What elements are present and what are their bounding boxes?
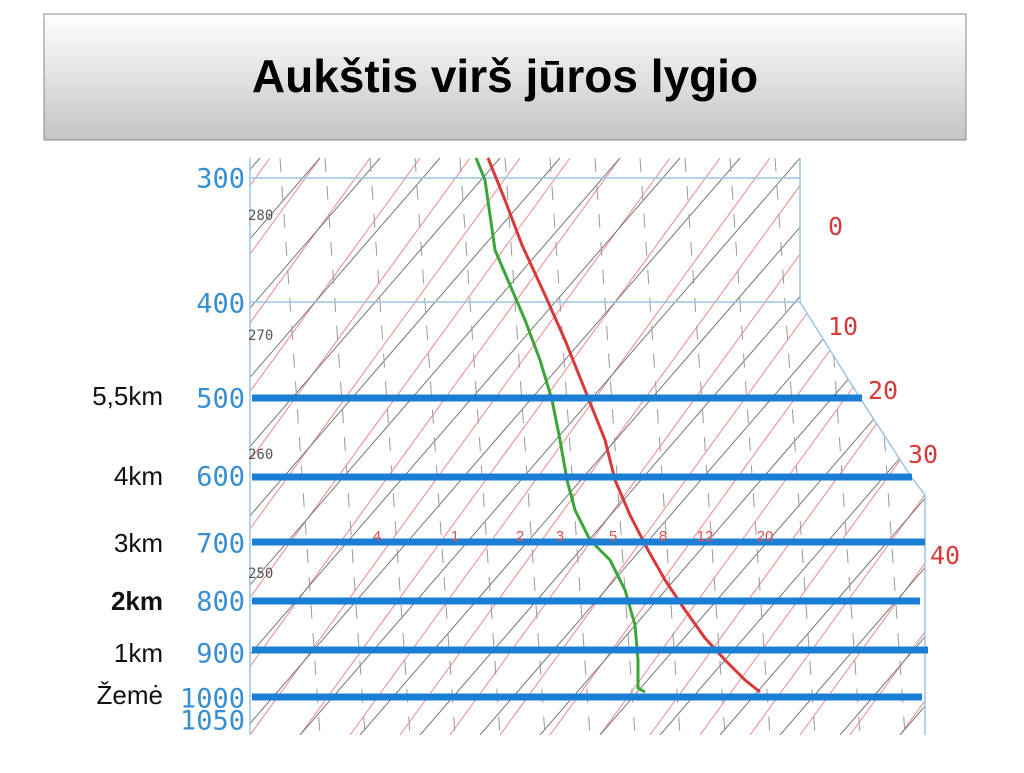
isotherm xyxy=(0,158,70,735)
moist-adiabat xyxy=(549,158,591,735)
temperature-label: 40 xyxy=(930,541,960,570)
title: Aukštis virš jūros lygio xyxy=(252,50,758,102)
mixing-ratio-label: 2 xyxy=(516,528,524,545)
isotherm xyxy=(250,158,421,735)
isotherm xyxy=(299,158,721,735)
theta-label: 260 xyxy=(248,447,273,463)
theta-label: 250 xyxy=(248,566,273,582)
dry-adiabat xyxy=(299,158,801,735)
pressure-label: 700 xyxy=(196,529,245,560)
height-label: 3km xyxy=(114,528,163,558)
moist-adiabat xyxy=(774,158,816,735)
moist-adiabat xyxy=(955,158,995,735)
isotherm xyxy=(849,158,925,735)
dry-adiabat xyxy=(719,158,925,735)
mixing-ratio-label: 8 xyxy=(659,528,667,545)
title-box xyxy=(43,13,967,141)
moist-adiabat xyxy=(324,158,366,735)
height-lines xyxy=(252,394,928,701)
temperature-label: 30 xyxy=(908,440,938,469)
isotherm xyxy=(250,158,621,735)
dry-adiabat xyxy=(359,158,861,735)
isotherm xyxy=(250,158,671,735)
moist-adiabat xyxy=(414,158,456,735)
dry-adiabat xyxy=(779,158,925,735)
dry-adiabat xyxy=(960,158,1024,735)
height-label: Žemė xyxy=(97,680,163,710)
isotherm xyxy=(250,158,371,735)
dry-adiabat xyxy=(839,158,925,735)
isotherm xyxy=(950,158,1024,735)
height-label: 1km xyxy=(114,638,163,668)
height-label: 4km xyxy=(114,461,163,491)
isotherm xyxy=(749,158,925,735)
isotherm xyxy=(250,158,571,735)
moist-adiabat xyxy=(639,158,681,735)
dry-adiabat xyxy=(250,158,501,735)
dewpoint-curve xyxy=(474,157,646,694)
dry-adiabat xyxy=(1020,158,1024,735)
dry-adiabat xyxy=(599,158,925,735)
temperature-label: 0 xyxy=(828,212,843,241)
mixing-ratio-label: 12 xyxy=(697,528,714,545)
pressure-label: 800 xyxy=(196,587,245,618)
isotherm xyxy=(799,158,925,735)
moist-adiabat xyxy=(504,158,546,735)
dry-adiabat xyxy=(539,158,925,735)
moist-adiabat xyxy=(279,158,321,735)
moist-adiabat xyxy=(594,158,636,735)
temperature-curve xyxy=(486,157,761,694)
mixing-ratio-label: 20 xyxy=(757,528,774,545)
temperature-label: 10 xyxy=(828,312,858,341)
height-label: 5,5km xyxy=(92,381,163,411)
pressure-label: 400 xyxy=(196,289,245,320)
temperature-label: 20 xyxy=(868,376,898,405)
mixing-ratio-label: 1 xyxy=(451,528,459,545)
dry-adiabat xyxy=(250,158,441,735)
dry-adiabat xyxy=(250,158,741,735)
isotherm xyxy=(0,158,120,735)
theta-label: 270 xyxy=(248,328,273,344)
dry-adiabat xyxy=(250,158,561,735)
theta-label: 280 xyxy=(248,208,273,224)
dry-adiabat xyxy=(250,158,681,735)
isotherm xyxy=(649,158,925,735)
moist-adiabat xyxy=(684,158,726,735)
pressure-label: 500 xyxy=(196,384,245,415)
diagram-frame xyxy=(249,158,926,735)
dry-adiabat xyxy=(250,158,621,735)
dry-adiabat xyxy=(0,158,200,735)
isotherm xyxy=(0,158,20,735)
isotherm xyxy=(250,158,471,735)
isotherm xyxy=(0,158,220,735)
pressure-label: 600 xyxy=(196,462,245,493)
pressure-label: 1000 xyxy=(180,684,245,715)
mixing-ratio-label: 3 xyxy=(556,528,564,545)
dry-adiabat xyxy=(250,158,381,735)
mixing-ratio-label: 4 xyxy=(373,528,381,545)
moist-adiabat xyxy=(729,158,771,735)
moist-adiabat xyxy=(459,158,501,735)
pressure-label: 1050 xyxy=(180,706,245,737)
moist-adiabat xyxy=(369,158,411,735)
pressure-label: 900 xyxy=(196,639,245,670)
mixing-ratio-label: 5 xyxy=(609,528,617,545)
pressure-label: 300 xyxy=(196,164,245,195)
height-label: 2km xyxy=(111,586,163,616)
isotherm xyxy=(599,158,925,735)
